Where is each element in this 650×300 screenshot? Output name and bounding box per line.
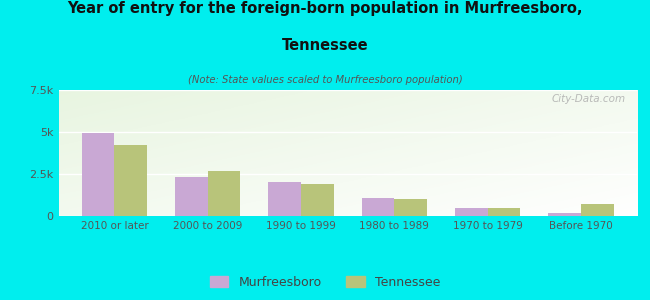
Legend: Murfreesboro, Tennessee: Murfreesboro, Tennessee <box>205 271 445 294</box>
Bar <box>549 213 581 216</box>
Bar <box>455 208 488 216</box>
Bar <box>362 198 395 216</box>
Text: City-Data.com: City-Data.com <box>551 94 625 104</box>
Text: (Note: State values scaled to Murfreesboro population): (Note: State values scaled to Murfreesbo… <box>188 75 462 85</box>
Bar <box>268 182 301 216</box>
Bar <box>82 133 114 216</box>
Bar <box>488 208 521 216</box>
Bar <box>208 171 240 216</box>
Text: Year of entry for the foreign-born population in Murfreesboro,: Year of entry for the foreign-born popul… <box>67 2 583 16</box>
Bar <box>175 177 208 216</box>
Text: Tennessee: Tennessee <box>281 38 369 52</box>
Bar <box>114 146 147 216</box>
Bar <box>395 199 427 216</box>
Bar <box>301 184 333 216</box>
Bar <box>581 204 614 216</box>
